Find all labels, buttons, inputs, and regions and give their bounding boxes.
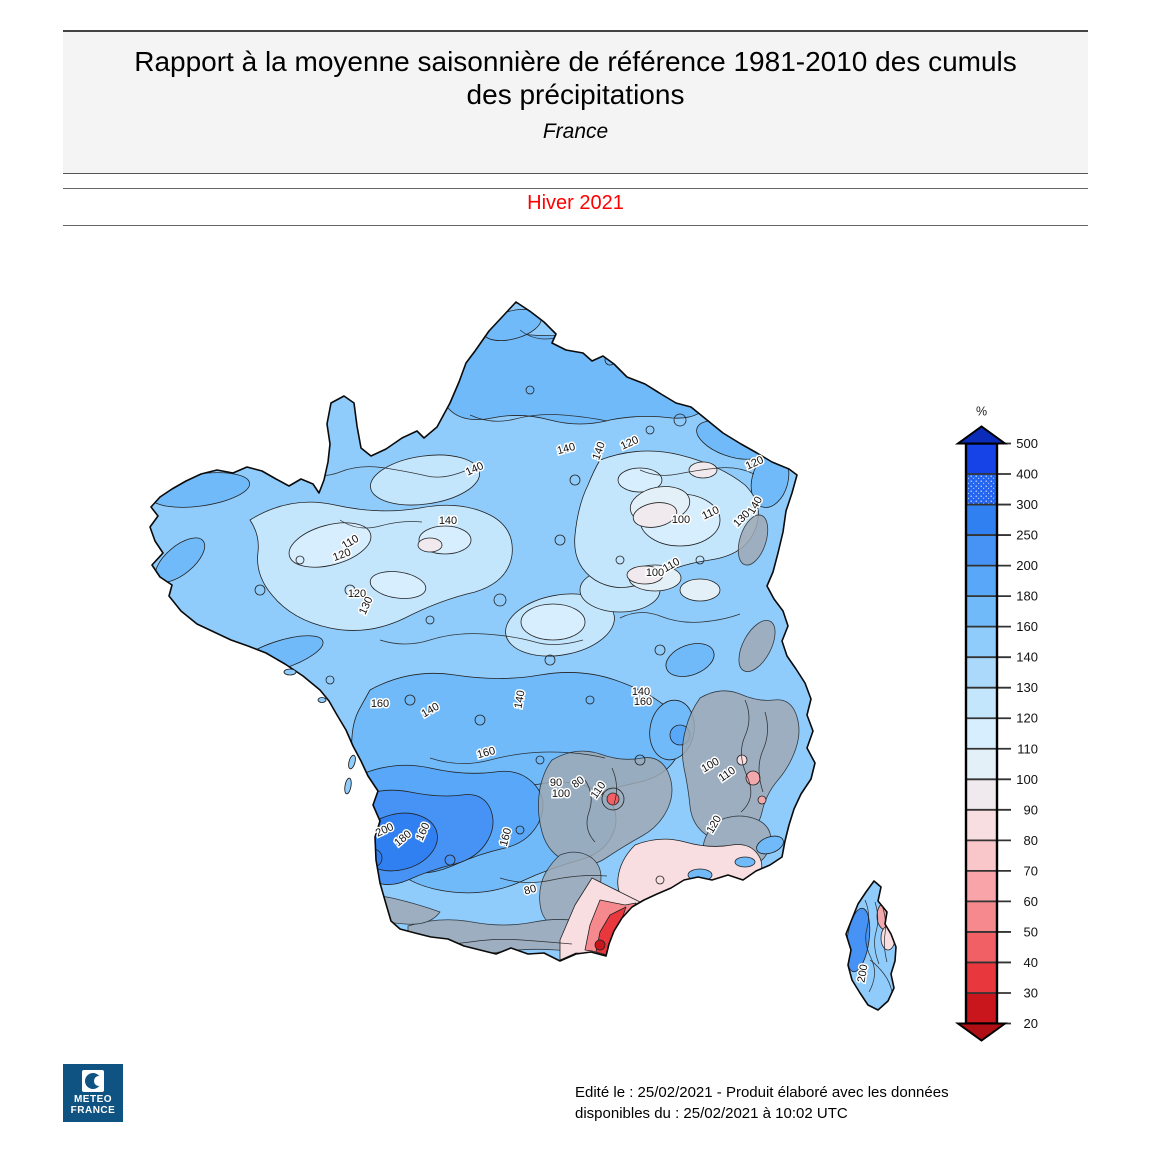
- scale-band: [965, 595, 998, 628]
- issue-note: Edité le : 25/02/2021 - Produit élaboré …: [575, 1082, 1045, 1124]
- scale-above-max-arrow: [954, 425, 1009, 445]
- atlantic-islands: [283, 668, 356, 795]
- scale-band: [965, 931, 998, 963]
- logo-crescent: [94, 1076, 103, 1086]
- massif-central-grey: [538, 750, 673, 866]
- scale-tick-label: 70: [1024, 863, 1038, 878]
- separator-line-top: [63, 188, 1088, 189]
- separator-line-bottom: [63, 225, 1088, 226]
- scale-band: [965, 962, 998, 994]
- perpignan-deep-red-spot: [594, 939, 606, 951]
- scale-tick-label: 300: [1016, 497, 1038, 512]
- scale-tick-label: 80: [1024, 833, 1038, 848]
- scale-tick-label: 140: [1016, 650, 1038, 665]
- scale-tick-label: 200: [1016, 558, 1038, 573]
- scale-tick-label: 250: [1016, 528, 1038, 543]
- metz-pink-patch: [632, 502, 678, 528]
- report-title-line2: des précipitations: [466, 79, 685, 110]
- normandy-light-patch: [370, 454, 480, 506]
- meteo-france-logo: METEO FRANCE: [63, 1064, 123, 1122]
- scale-band: [965, 748, 998, 780]
- scale-tick-label: 160: [1016, 619, 1038, 634]
- alps-pink-spot-3: [757, 795, 767, 805]
- contour-label: 100: [552, 788, 570, 800]
- contour-label: 160: [371, 698, 389, 710]
- scale-band: [965, 900, 998, 933]
- scale-tick-label: 180: [1016, 589, 1038, 604]
- scale-band: [965, 778, 998, 811]
- cevennes-pink-dot: [596, 788, 604, 796]
- toulon-blue-spot: [734, 856, 756, 868]
- jura-grey: [738, 620, 776, 672]
- scale-tick-label: 50: [1024, 924, 1038, 939]
- scale-band: [965, 656, 998, 689]
- contour-label: 140: [632, 686, 650, 698]
- scale-band: [965, 717, 998, 750]
- alps-grey: [682, 690, 800, 842]
- scale-tick-label: 30: [1024, 985, 1038, 1000]
- scale-band: [965, 870, 998, 902]
- contour-label: 120: [348, 588, 366, 600]
- anjou-pale-patch: [369, 571, 427, 599]
- scale-band: [965, 565, 998, 597]
- contour-label: 160: [634, 696, 652, 708]
- report-region: France: [542, 120, 609, 143]
- report-title-line1: Rapport à la moyenne saisonnière de réfé…: [134, 46, 1017, 77]
- vosges-grey: [737, 514, 769, 566]
- contour-label: 90: [550, 777, 562, 789]
- scale-band: [965, 839, 998, 872]
- riviera-blue-spot: [756, 835, 784, 855]
- scale-tick-label: 130: [1016, 680, 1038, 695]
- logo-brand-line2: FRANCE: [70, 1105, 116, 1116]
- report-header: Rapport à la moyenne saisonnière de réfé…: [63, 30, 1088, 174]
- report-period: Hiver 2021: [527, 192, 624, 214]
- scale-tick-label: 120: [1016, 711, 1038, 726]
- scale-band: [965, 687, 998, 719]
- contour-label: 100: [672, 514, 690, 526]
- france-fill-regions: [150, 309, 800, 961]
- scale-band: [965, 809, 998, 841]
- contour-label: 140: [513, 689, 528, 709]
- scale-tick-label: 500: [1016, 436, 1038, 451]
- north-medium-blue-region: [434, 330, 712, 425]
- cevennes-red-ring: [601, 787, 625, 811]
- vosges-west-neutral-patch: [679, 578, 721, 602]
- langres-pink-patch: [626, 565, 664, 585]
- scale-band: [965, 534, 998, 567]
- issue-note-line2: disponibles du : 25/02/2021 à 10:02 UTC: [575, 1105, 848, 1122]
- meteo-france-icon: [82, 1070, 104, 1092]
- contour-label: 80: [523, 883, 538, 898]
- contour-label: 140: [439, 515, 457, 527]
- scale-tick-label: 100: [1016, 772, 1038, 787]
- scale-tick-label: 60: [1024, 894, 1038, 909]
- scale-band: [965, 443, 998, 475]
- logo-brand-line1: METEO: [73, 1094, 113, 1105]
- scale-band: [965, 504, 998, 536]
- scale-band: [965, 626, 998, 658]
- scale-tick-label: 20: [1024, 1016, 1038, 1031]
- brittany-pale-patch: [288, 522, 372, 568]
- scale-band-stipple: [966, 474, 997, 505]
- lyonnais-blue: [665, 643, 715, 677]
- issue-note-line1: Edité le : 25/02/2021 - Produit élaboré …: [575, 1084, 949, 1101]
- scale-tick-label: 90: [1024, 802, 1038, 817]
- nivernais-pale-patch: [520, 603, 586, 641]
- scale-tick-label: 110: [1017, 741, 1038, 756]
- scale-unit-label: %: [976, 405, 987, 419]
- scale-band: [965, 992, 998, 1024]
- contour-label: 100: [646, 567, 664, 579]
- color-scale: 500 400 300 250 200 180 160 140 130 120 110 100 90 80…: [954, 405, 1038, 1042]
- scale-tick-label: 400: [1016, 467, 1038, 482]
- west-pink-spot: [417, 537, 443, 553]
- cevennes-red-spot: [606, 792, 620, 806]
- scale-tick-label: 40: [1024, 955, 1038, 970]
- contour-label: 200: [856, 963, 871, 983]
- scale-below-min-arrow: [954, 1022, 1009, 1042]
